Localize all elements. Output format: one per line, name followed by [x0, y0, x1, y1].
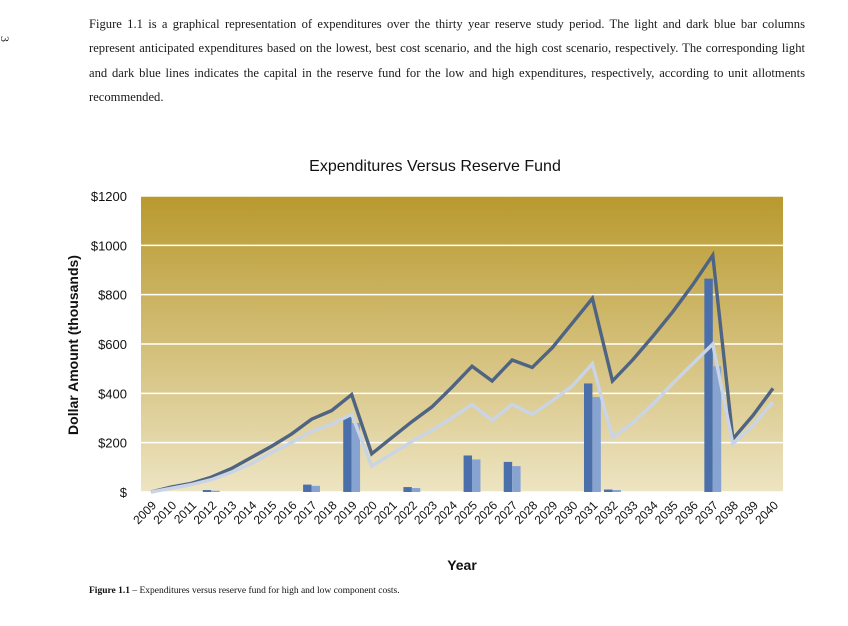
y-tick-label: $200 [98, 436, 127, 451]
bar [411, 488, 421, 492]
bar [583, 383, 593, 492]
series-line [150, 250, 775, 494]
y-tick-label: $ [120, 485, 128, 500]
y-axis-ticks: $ $200 $400 $600 $800 $1000 $1200 [91, 189, 128, 500]
chart-title: Expenditures Versus Reserve Fund [309, 158, 561, 175]
bar [463, 455, 473, 492]
bar [403, 487, 412, 492]
bar [512, 466, 521, 492]
y-tick-label: $1200 [91, 189, 127, 204]
bar [712, 366, 722, 492]
y-tick-label: $1000 [91, 238, 127, 253]
bar-series [202, 278, 722, 492]
x-axis-ticks: 2009201020112012201320142015201620172018… [130, 498, 781, 527]
y-tick-label: $600 [98, 337, 127, 352]
y-axis-title: Dollar Amount (thousands) [65, 255, 81, 435]
bar [211, 490, 220, 492]
x-tick-label: 2040 [752, 498, 781, 527]
caption-label: Figure 1.1 [89, 586, 130, 596]
bar [612, 490, 621, 492]
caption-text: – Expenditures versus reserve fund for h… [130, 586, 400, 596]
y-tick-label: $400 [98, 386, 127, 401]
bar [704, 278, 713, 492]
bar [472, 459, 481, 492]
intro-paragraph: Figure 1.1 is a graphical representation… [89, 17, 805, 104]
y-tick-label: $800 [98, 288, 127, 303]
bar [343, 416, 352, 492]
gridlines [141, 195, 783, 493]
line-series [150, 250, 775, 494]
figure-caption: Figure 1.1 – Expenditures versus reserve… [89, 586, 400, 596]
bar [202, 490, 212, 492]
series-line [150, 340, 775, 494]
bar [303, 484, 312, 492]
bar [592, 397, 601, 492]
bar [311, 485, 320, 492]
bar [503, 461, 513, 492]
bar [604, 489, 613, 492]
bar [351, 422, 361, 492]
x-axis-title: Year [447, 557, 477, 573]
